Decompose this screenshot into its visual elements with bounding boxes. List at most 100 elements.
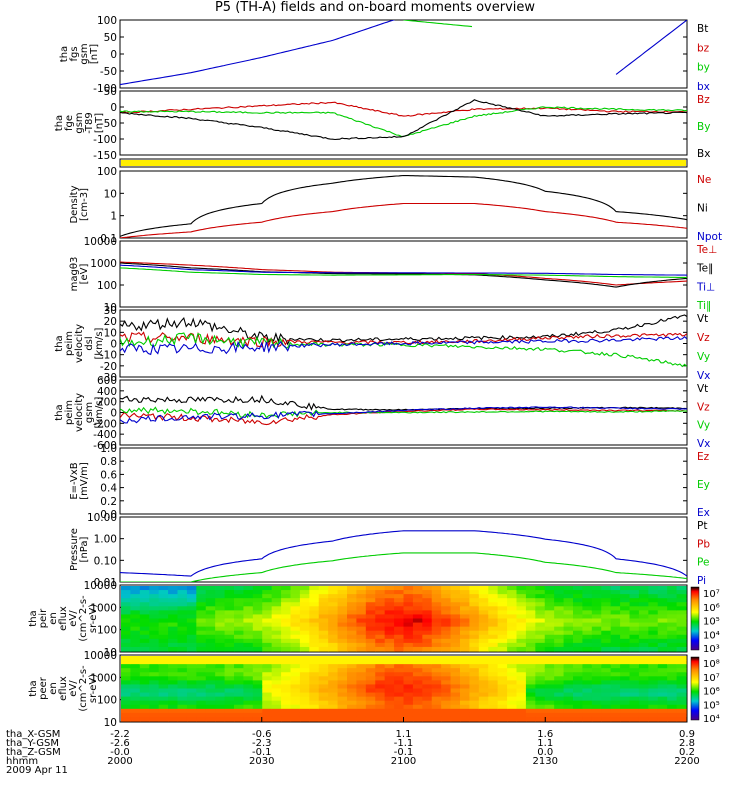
spectrogram-cell [525, 606, 536, 611]
spectrogram-cell [347, 664, 358, 669]
spectrogram-cell [384, 626, 395, 632]
spectrogram-cell [365, 656, 376, 661]
spectrogram-cell [290, 586, 301, 591]
spectrogram-cell [620, 602, 631, 607]
spectrogram-cell [139, 668, 150, 673]
spectrogram-cell [620, 708, 631, 714]
spectrogram-cell [460, 688, 471, 694]
spectrogram-cell [130, 672, 141, 677]
spectrogram-cell [563, 664, 574, 669]
spectrogram-cell [573, 602, 584, 607]
spectrogram-cell [271, 716, 282, 722]
spectrogram-cell [648, 614, 659, 620]
spectrogram-cell [149, 630, 160, 636]
y-axis-label: tha [59, 46, 70, 62]
spectrogram-cell [139, 602, 150, 607]
spectrogram-cell [224, 656, 235, 661]
spectrogram-cell [638, 716, 649, 722]
spectrogram-cell [337, 618, 348, 624]
spectrogram-cell [196, 696, 207, 702]
spectrogram-cell [224, 708, 235, 714]
spectrogram-cell [384, 668, 395, 673]
legend-entry: Vx [697, 438, 710, 450]
spectrogram-cell [507, 664, 518, 669]
spectrogram-cell [337, 602, 348, 607]
spectrogram-cell [290, 594, 301, 599]
legend-entry: Ez [697, 451, 710, 463]
spectrogram-cell [563, 656, 574, 661]
spectrogram-cell [535, 696, 546, 702]
spectrogram-cell [441, 716, 452, 722]
spectrogram-cell [676, 594, 687, 599]
spectrogram-cell [262, 594, 273, 599]
spectrogram-cell [205, 680, 216, 686]
spectrogram-cell [431, 700, 442, 706]
spectrogram-cell [224, 676, 235, 681]
spectrogram-cell [139, 672, 150, 677]
spectrogram-cell [337, 590, 348, 595]
spectrogram-cell [262, 602, 273, 607]
spectrogram-cell [224, 668, 235, 673]
spectrogram-cell [309, 626, 320, 632]
spectrogram-cell [149, 602, 160, 607]
spectrogram-cell [412, 622, 423, 628]
spectrogram-cell [460, 594, 471, 599]
spectrogram-cell [196, 602, 207, 607]
y-tick-label: 1000 [90, 602, 117, 614]
spectrogram-cell [412, 586, 423, 591]
spectrogram-cell [638, 664, 649, 669]
spectrogram-cell [309, 692, 320, 698]
spectrogram-cell [573, 676, 584, 681]
spectrogram-cell [384, 606, 395, 611]
spectrogram-cell [337, 622, 348, 628]
spectrogram-cell [676, 696, 687, 702]
spectrogram-cell [243, 676, 254, 681]
spectrogram-cell [139, 598, 150, 603]
spectrogram-cell [328, 646, 339, 652]
y-tick-label: -100 [93, 83, 117, 95]
spectrogram-cell [610, 688, 621, 694]
spectrogram-cell [657, 642, 668, 648]
spectrogram-cell [422, 590, 433, 595]
series-line-veldsl-Vy [120, 332, 687, 368]
spectrogram-cell [478, 602, 489, 607]
spectrogram-cell [384, 602, 395, 607]
spectrogram-cell [431, 638, 442, 644]
spectrogram-cell [629, 668, 640, 673]
spectrogram-cell [450, 606, 461, 611]
spectrogram-cell [299, 594, 310, 599]
spectrogram-cell [299, 598, 310, 603]
legend-entry: Bz [697, 94, 710, 106]
spectrogram-cell [337, 672, 348, 677]
y-tick-label: -150 [93, 150, 117, 162]
spectrogram-cell [535, 598, 546, 603]
spectrogram-cell [638, 688, 649, 694]
spectrogram-cell [591, 638, 602, 644]
spectrogram-cell [620, 590, 631, 595]
spectrogram-cell [290, 618, 301, 624]
spectrogram-cell [318, 680, 329, 686]
spectrogram-cell [196, 598, 207, 603]
spectrogram-cell [516, 594, 527, 599]
spectrogram-cell [262, 696, 273, 702]
spectrogram-cell [337, 598, 348, 603]
spectrogram-cell [309, 630, 320, 636]
spectrogram-cell [412, 716, 423, 722]
legend-entry: Vz [697, 332, 710, 344]
spectrogram-cell [149, 594, 160, 599]
spectrogram-cell [281, 676, 292, 681]
spectrogram-cell [573, 668, 584, 673]
spectrogram-cell [158, 656, 169, 661]
spectrogram-cell [657, 656, 668, 661]
spectrogram-cell [375, 598, 386, 603]
spectrogram-cell [573, 606, 584, 611]
spectrogram-cell [130, 646, 141, 652]
spectrogram-cell [347, 642, 358, 648]
spectrogram-cell [121, 696, 132, 702]
spectrogram-cell [252, 642, 263, 648]
spectrogram-cell [582, 618, 593, 624]
spectrogram-cell [149, 716, 160, 722]
spectrogram-cell [121, 712, 132, 718]
y-tick-label: 100 [97, 625, 117, 637]
spectrogram-cell [591, 602, 602, 607]
